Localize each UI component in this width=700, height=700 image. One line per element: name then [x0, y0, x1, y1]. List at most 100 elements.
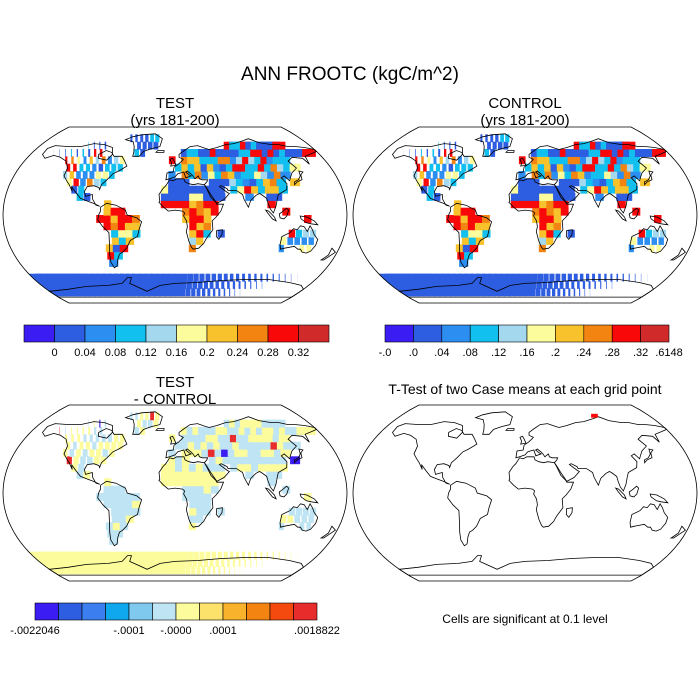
grid-cell: [202, 566, 206, 575]
grid-cell: [280, 515, 287, 523]
colorbar-swatch: [54, 324, 86, 343]
grid-cell: [588, 163, 599, 172]
grid-cell: [168, 434, 176, 443]
grid-cell: [272, 551, 274, 560]
grid-cell: [192, 149, 200, 157]
colorbar-swatch: [269, 602, 294, 621]
grid-cell: [443, 178, 450, 187]
grid-cell: [444, 149, 447, 157]
grid-cell: [559, 185, 568, 194]
grid-cell: [103, 207, 112, 216]
grid-cell: [82, 149, 85, 157]
grid-cell: [193, 156, 202, 165]
grid-cell: [175, 281, 181, 289]
grid-cell: [487, 141, 491, 150]
grid-cell: [284, 273, 286, 282]
grid-cell: [628, 244, 634, 253]
grid-cell: [568, 288, 571, 297]
grid-cell: [290, 178, 301, 187]
grid-cell: [187, 273, 193, 282]
grid-cell: [549, 156, 558, 165]
grid-cell: [510, 193, 519, 201]
grid-cell: [601, 185, 610, 194]
grid-cell: [145, 134, 149, 143]
grid-cell: [126, 566, 136, 575]
grid-cell: [217, 507, 225, 516]
grid-cell: [73, 163, 77, 172]
colorbar-swatch: [176, 324, 208, 343]
grid-cell: [214, 171, 223, 179]
grid-cell: [99, 419, 101, 428]
grid-cell: [610, 171, 621, 179]
coastline-britain: [169, 435, 177, 445]
colorbar-tick-label: .12: [491, 347, 506, 359]
grid-cell: [289, 441, 301, 450]
grid-cell: [553, 193, 562, 201]
grid-cell: [229, 141, 240, 150]
grid-cell: [598, 273, 601, 282]
grid-cell: [203, 200, 212, 209]
grid-cell: [273, 449, 284, 457]
grid-cell: [248, 273, 251, 282]
grid-cell: [217, 156, 227, 165]
grid-cell: [579, 141, 590, 150]
coastline-newzealand: [669, 247, 687, 261]
grid-cell: [207, 171, 217, 179]
grid-cell: [260, 273, 263, 282]
grid-cell: [492, 288, 501, 297]
grid-cell: [105, 163, 110, 172]
grid-cell: [461, 237, 471, 245]
grid-cell: [111, 229, 120, 238]
grid-cell: [505, 134, 510, 143]
grid-cell: [151, 559, 160, 567]
grid-cell: [256, 427, 268, 435]
grid-cell: [193, 434, 202, 443]
grid-cell: [223, 273, 228, 282]
grid-cell: [194, 171, 203, 179]
grid-cell: [110, 222, 119, 231]
grid-cell: [110, 493, 119, 501]
grid-cell: [107, 551, 118, 560]
grid-cell: [189, 500, 197, 509]
grid-cell: [217, 229, 225, 238]
colorbar-swatch: [298, 324, 330, 343]
grid-cell: [223, 551, 228, 560]
grid-cell: [153, 288, 161, 297]
test-colorbar: 0 0.04 0.08 0.12 0.16 0.2 0.24 0.28 0.32: [23, 324, 330, 359]
grid-cell: [251, 441, 262, 450]
grid-cell: [415, 273, 428, 282]
grid-cell: [95, 449, 102, 457]
grid-cell: [227, 149, 237, 157]
grid-cell: [580, 185, 589, 194]
grid-cell: [525, 200, 533, 209]
grid-cell: [460, 222, 469, 231]
grid-cell: [294, 515, 300, 523]
grid-cell: [223, 434, 233, 443]
grid-cell: [124, 500, 133, 509]
grid-cell: [601, 163, 612, 172]
grid-cell: [543, 156, 552, 165]
grid-cell: [588, 281, 591, 289]
coastline-greenland: [474, 411, 513, 435]
grid-cell: [272, 419, 286, 428]
grid-cell: [451, 156, 456, 165]
grid-cell: [280, 171, 291, 179]
grid-cell: [83, 551, 95, 560]
grid-cell: [208, 456, 217, 465]
coastline-borneo: [278, 485, 290, 498]
grid-cell: [163, 559, 171, 567]
grid-cell: [229, 178, 238, 187]
coastline-northamerica: [42, 421, 128, 485]
grid-cell: [71, 156, 74, 165]
grid-cell: [142, 419, 147, 428]
grid-cell: [71, 185, 78, 194]
coastline-southamerica: [447, 202, 493, 269]
grid-cell: [117, 215, 126, 223]
grid-cell: [628, 185, 638, 194]
coastline-northamerica: [42, 143, 128, 207]
grid-cell: [276, 456, 287, 465]
grid-cell: [188, 463, 197, 472]
grid-cell: [77, 273, 89, 282]
grid-cell: [260, 434, 272, 443]
grid-cell: [217, 193, 226, 201]
